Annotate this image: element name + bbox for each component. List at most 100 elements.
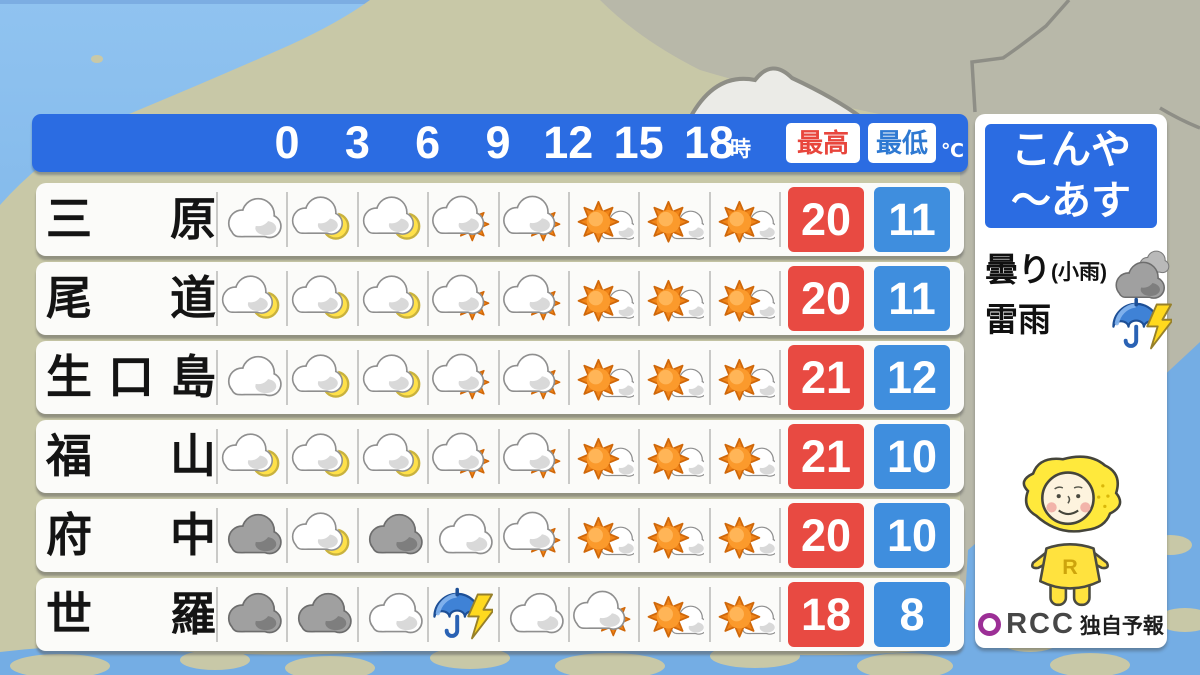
sun-cloud-icon bbox=[714, 189, 775, 250]
high-temp-value: 20 bbox=[788, 187, 864, 252]
sun-cloud-icon bbox=[573, 189, 634, 250]
column-divider bbox=[779, 350, 781, 405]
column-divider bbox=[779, 508, 781, 563]
city-name-char: 中 bbox=[170, 509, 216, 561]
thunder-rain-icon bbox=[1111, 294, 1172, 355]
column-divider bbox=[567, 508, 570, 563]
condition-icon-wrap bbox=[1111, 244, 1157, 290]
cloud-icon bbox=[221, 347, 282, 408]
low-temp-value: 12 bbox=[874, 345, 950, 410]
weather-cell bbox=[714, 584, 775, 645]
cloud-moon-icon bbox=[221, 426, 282, 487]
cloud-moon-icon bbox=[291, 505, 352, 566]
column-divider bbox=[286, 587, 289, 642]
column-divider bbox=[497, 350, 500, 405]
high-temp-value: 20 bbox=[788, 503, 864, 568]
high-temp-value: 21 bbox=[788, 345, 864, 410]
weather-cell bbox=[714, 505, 775, 566]
forecast-row: 府中 20 10 bbox=[36, 499, 964, 572]
column-divider bbox=[567, 429, 570, 484]
city-name-char: 福 bbox=[46, 430, 92, 482]
city-name-char: 山 bbox=[170, 430, 216, 482]
cloud-sun-icon bbox=[503, 189, 564, 250]
condition-label: 雷雨 bbox=[985, 301, 1051, 338]
cloud-icon bbox=[221, 189, 282, 250]
city-name-char: 原 bbox=[170, 193, 216, 245]
city-name-char: 道 bbox=[170, 272, 216, 324]
column-divider bbox=[216, 429, 218, 484]
brand-row: RCC 独自予報 bbox=[975, 608, 1167, 641]
column-divider bbox=[708, 508, 711, 563]
rcc-logo-text: RCC bbox=[1006, 608, 1075, 640]
tonight-tomorrow-panel: こんや ～あす 曇り (小雨) 雷雨 R bbox=[975, 114, 1167, 648]
sun-cloud-icon bbox=[573, 426, 634, 487]
column-divider bbox=[708, 271, 711, 326]
column-divider bbox=[356, 350, 359, 405]
sun-cloud-icon bbox=[643, 347, 704, 408]
weather-cell bbox=[573, 347, 634, 408]
column-divider bbox=[356, 508, 359, 563]
column-divider bbox=[286, 192, 289, 247]
condition-row: 曇り (小雨) bbox=[985, 242, 1157, 292]
column-divider bbox=[567, 350, 570, 405]
cloud-moon-icon bbox=[291, 426, 352, 487]
column-divider bbox=[286, 508, 289, 563]
condition-icon-wrap bbox=[1111, 294, 1157, 340]
city-name: 生口島 bbox=[46, 341, 216, 414]
sun-cloud-icon bbox=[714, 268, 775, 329]
forecast-caption: 独自予報 bbox=[1079, 614, 1164, 638]
sun-cloud-icon bbox=[573, 268, 634, 329]
column-divider bbox=[286, 429, 289, 484]
column-divider bbox=[427, 192, 430, 247]
column-divider bbox=[356, 429, 359, 484]
column-divider bbox=[216, 350, 218, 405]
column-divider bbox=[708, 350, 711, 405]
mascot-chest-letter: R bbox=[1062, 555, 1078, 579]
dark-cloud-icon bbox=[291, 584, 352, 645]
dark-cloud-icon bbox=[221, 584, 282, 645]
city-name-char: 三 bbox=[46, 193, 92, 245]
high-temp-value: 18 bbox=[788, 582, 864, 647]
column-divider bbox=[708, 587, 711, 642]
cloud-moon-icon bbox=[362, 347, 423, 408]
weather-cell bbox=[503, 347, 564, 408]
column-divider bbox=[356, 192, 359, 247]
weather-cell bbox=[503, 584, 564, 645]
cloud-sun-icon bbox=[432, 189, 493, 250]
city-name: 世羅 bbox=[46, 578, 216, 651]
column-divider bbox=[779, 429, 781, 484]
sun-cloud-icon bbox=[714, 505, 775, 566]
weather-cell bbox=[291, 268, 352, 329]
cloud-sun-icon bbox=[432, 426, 493, 487]
cloud-moon-icon bbox=[221, 268, 282, 329]
weather-cell bbox=[362, 426, 423, 487]
column-divider bbox=[427, 508, 430, 563]
weather-cell bbox=[714, 347, 775, 408]
weather-cell bbox=[643, 505, 704, 566]
dark-cloud-icon bbox=[221, 505, 282, 566]
cloud-moon-icon bbox=[362, 268, 423, 329]
column-divider bbox=[427, 587, 430, 642]
column-divider bbox=[216, 587, 218, 642]
high-temp-value: 20 bbox=[788, 266, 864, 331]
sun-cloud-icon bbox=[643, 505, 704, 566]
weather-cell bbox=[291, 426, 352, 487]
weather-cell bbox=[221, 426, 282, 487]
column-divider bbox=[356, 587, 359, 642]
weather-cell bbox=[573, 505, 634, 566]
city-name-char: 口 bbox=[108, 351, 154, 403]
weather-cell bbox=[221, 347, 282, 408]
column-divider bbox=[497, 587, 500, 642]
low-temp-value: 11 bbox=[874, 187, 950, 252]
forecast-row: 三 原 20 11 bbox=[36, 183, 964, 256]
cloud-icon bbox=[362, 584, 423, 645]
mascot-face bbox=[1041, 471, 1095, 526]
panel-title-line2: ～あす bbox=[1011, 179, 1131, 223]
column-divider bbox=[638, 587, 641, 642]
high-temp-value: 21 bbox=[788, 424, 864, 489]
hour-label: 9 bbox=[485, 117, 511, 168]
cloud-sun-icon bbox=[503, 347, 564, 408]
sun-cloud-icon bbox=[714, 584, 775, 645]
forecast-row: 福山 21 10 bbox=[36, 420, 964, 493]
dark-cloud-icon bbox=[362, 505, 423, 566]
